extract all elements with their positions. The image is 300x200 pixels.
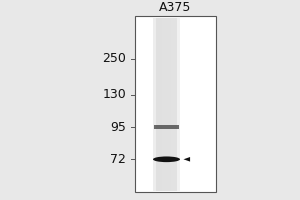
Bar	[135, 16, 216, 192]
Text: 130: 130	[102, 88, 126, 101]
Bar	[154, 125, 179, 129]
Bar	[171, 18, 180, 191]
Text: A375: A375	[159, 1, 192, 14]
Ellipse shape	[153, 156, 180, 162]
Text: 250: 250	[102, 52, 126, 65]
Bar	[153, 18, 162, 191]
Text: 95: 95	[110, 121, 126, 134]
Text: 72: 72	[110, 153, 126, 166]
Polygon shape	[184, 157, 190, 162]
Bar	[162, 18, 171, 191]
Bar	[156, 18, 177, 191]
